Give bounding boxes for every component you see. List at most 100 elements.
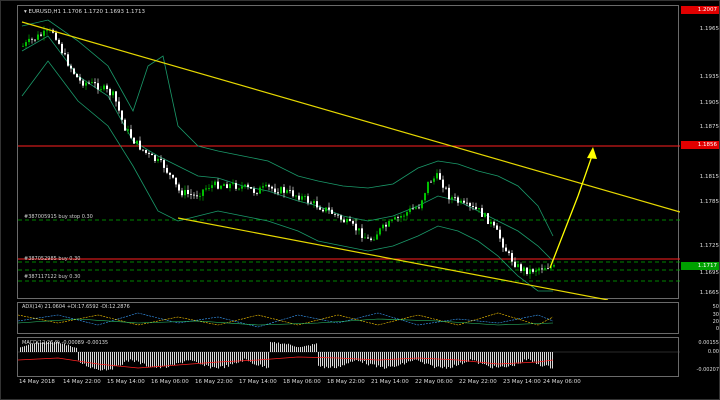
macd-bar [296,346,297,352]
candle-body [436,173,438,179]
candle-body [31,38,33,40]
macd-bar [386,352,387,369]
macd-bar [78,352,79,361]
macd-bar [410,352,411,362]
macd-bar [74,347,75,352]
macd-bar [116,352,117,366]
macd-bar [174,352,175,366]
macd-bar [340,352,341,368]
order-label-buy-2[interactable]: #387117122 buy 0.30 [24,274,81,280]
macd-bar [180,352,181,363]
candle-body [259,187,261,194]
candle-body [340,215,342,220]
candle-body [325,207,327,212]
macd-bar [188,352,189,361]
candle-body [253,188,255,193]
candle-body [169,172,171,175]
macd-bar [536,352,537,365]
order-label-buy-stop[interactable]: #387005915 buy stop 0.30 [24,214,93,220]
candle-body [487,213,489,224]
candle-body [289,190,291,192]
macd-bar [268,352,269,368]
price-tag-top: 1.2007 [681,6,719,14]
macd-bar [64,343,65,352]
candle-body [472,205,474,207]
candle-body [358,228,360,231]
macd-pane[interactable]: MACD(12,26,9) -0.00089 -0.00135 [17,337,680,377]
time-axis[interactable]: 14 May 2018 14 May 22:00 15 May 14:00 16… [17,377,679,397]
price-chart-svg[interactable] [18,6,680,300]
macd-bar [196,352,197,362]
macd-bar [228,352,229,367]
macd-bar [108,352,109,370]
macd-bar [162,352,163,367]
candle-body [262,186,264,188]
bollinger-lower-band [21,60,553,292]
macd-bar [50,341,51,352]
macd-bar [210,352,211,369]
candle-body [223,184,225,186]
macd-bar [348,352,349,364]
macd-bar [312,344,313,352]
macd-bar [200,352,201,365]
macd-bar [168,352,169,368]
macd-bar [496,352,497,368]
adx-pane[interactable]: ADX(14) 21.0604 +DI:17.6592 -DI:12.2876 [17,302,679,334]
candle-body [166,167,168,173]
candle-body [244,184,246,187]
candle-body [403,215,405,217]
macd-bar [490,352,491,368]
candle-body [532,269,534,272]
candle-body [547,268,549,270]
candle-body [37,34,39,40]
candle-body [142,149,144,151]
price-scale[interactable]: 1.1965 1.1935 1.1905 1.1875 1.1815 1.178… [680,5,720,299]
candle-body [445,187,447,189]
macd-bar [132,352,133,361]
macd-bar [104,352,105,370]
candle-body [184,189,186,196]
candle-body [190,193,192,195]
candle-body [148,152,150,154]
macd-bar [236,352,237,364]
macd-bar [370,352,371,364]
candle-body [424,193,426,201]
macd-bar [220,352,221,367]
macd-bar [334,352,335,369]
candle-body [475,206,477,210]
macd-bar [464,352,465,363]
macd-bar [120,352,121,366]
macd-bar [70,345,71,352]
macd-bar [542,352,543,367]
candle-body [175,177,177,185]
macd-bar [354,352,355,361]
candle-body [484,213,486,217]
macd-bar [110,352,111,370]
macd-bar [86,352,87,367]
macd-bar [416,352,417,360]
time-tick: 22 May 06:00 [415,379,453,385]
candle-body [463,200,465,203]
candle-body [427,181,429,194]
macd-bar [294,346,295,352]
price-tick: 1.1725 [699,243,719,249]
order-label-buy-1[interactable]: #387052985 buy 0.30 [24,256,81,262]
candle-body [280,187,282,194]
price-tag-resistance: 1.1856 [681,141,719,149]
macd-bar [328,352,329,369]
macd-bar [166,352,167,368]
macd-bar [480,352,481,363]
macd-bar [528,352,529,359]
macd-bar [510,352,511,366]
macd-bar [440,352,441,368]
macd-bar [138,352,139,362]
macd-bar [290,344,291,352]
macd-bar [156,352,157,368]
price-chart-pane[interactable]: ▾ EURUSD,H1 1.1706 1.1720 1.1693 1.1713 … [17,5,680,300]
price-tick: 1.1965 [699,26,719,32]
candle-body [352,221,354,224]
macd-bar [286,344,287,352]
candle-body [79,77,81,81]
macd-bar [22,346,23,352]
